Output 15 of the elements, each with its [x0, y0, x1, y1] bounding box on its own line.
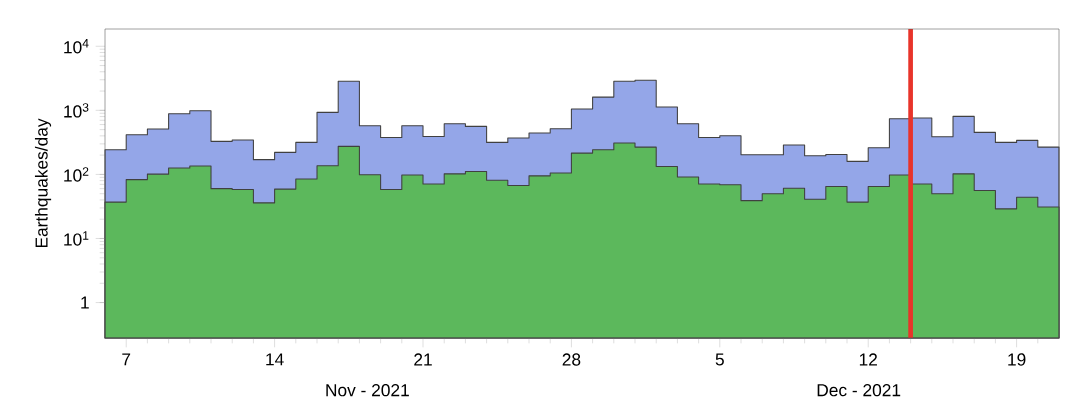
x-tick-label: 12 — [859, 353, 877, 366]
x-tick-label: 28 — [562, 353, 581, 366]
x-tick-label: 5 — [715, 353, 724, 366]
x-tick-label: 19 — [1008, 353, 1026, 366]
y-tick-label: 10$^{3}$ — [64, 103, 89, 118]
y-tick-label: 10$^{1}$ — [64, 231, 89, 246]
x-tick-label: 14 — [266, 353, 284, 366]
y-tick-label: 1 — [81, 296, 89, 309]
text: Dec - 2021 — [817, 384, 901, 397]
x-tick-label: 21 — [414, 353, 432, 366]
y-tick-label: 10$^{4}$ — [64, 39, 89, 54]
x-tick-label: 7 — [122, 353, 131, 366]
y-tick-label: 10$^{2}$ — [64, 167, 89, 182]
y-axis-title: Earthquakes/day — [34, 118, 52, 248]
text: Nov - 2021 — [326, 384, 409, 397]
